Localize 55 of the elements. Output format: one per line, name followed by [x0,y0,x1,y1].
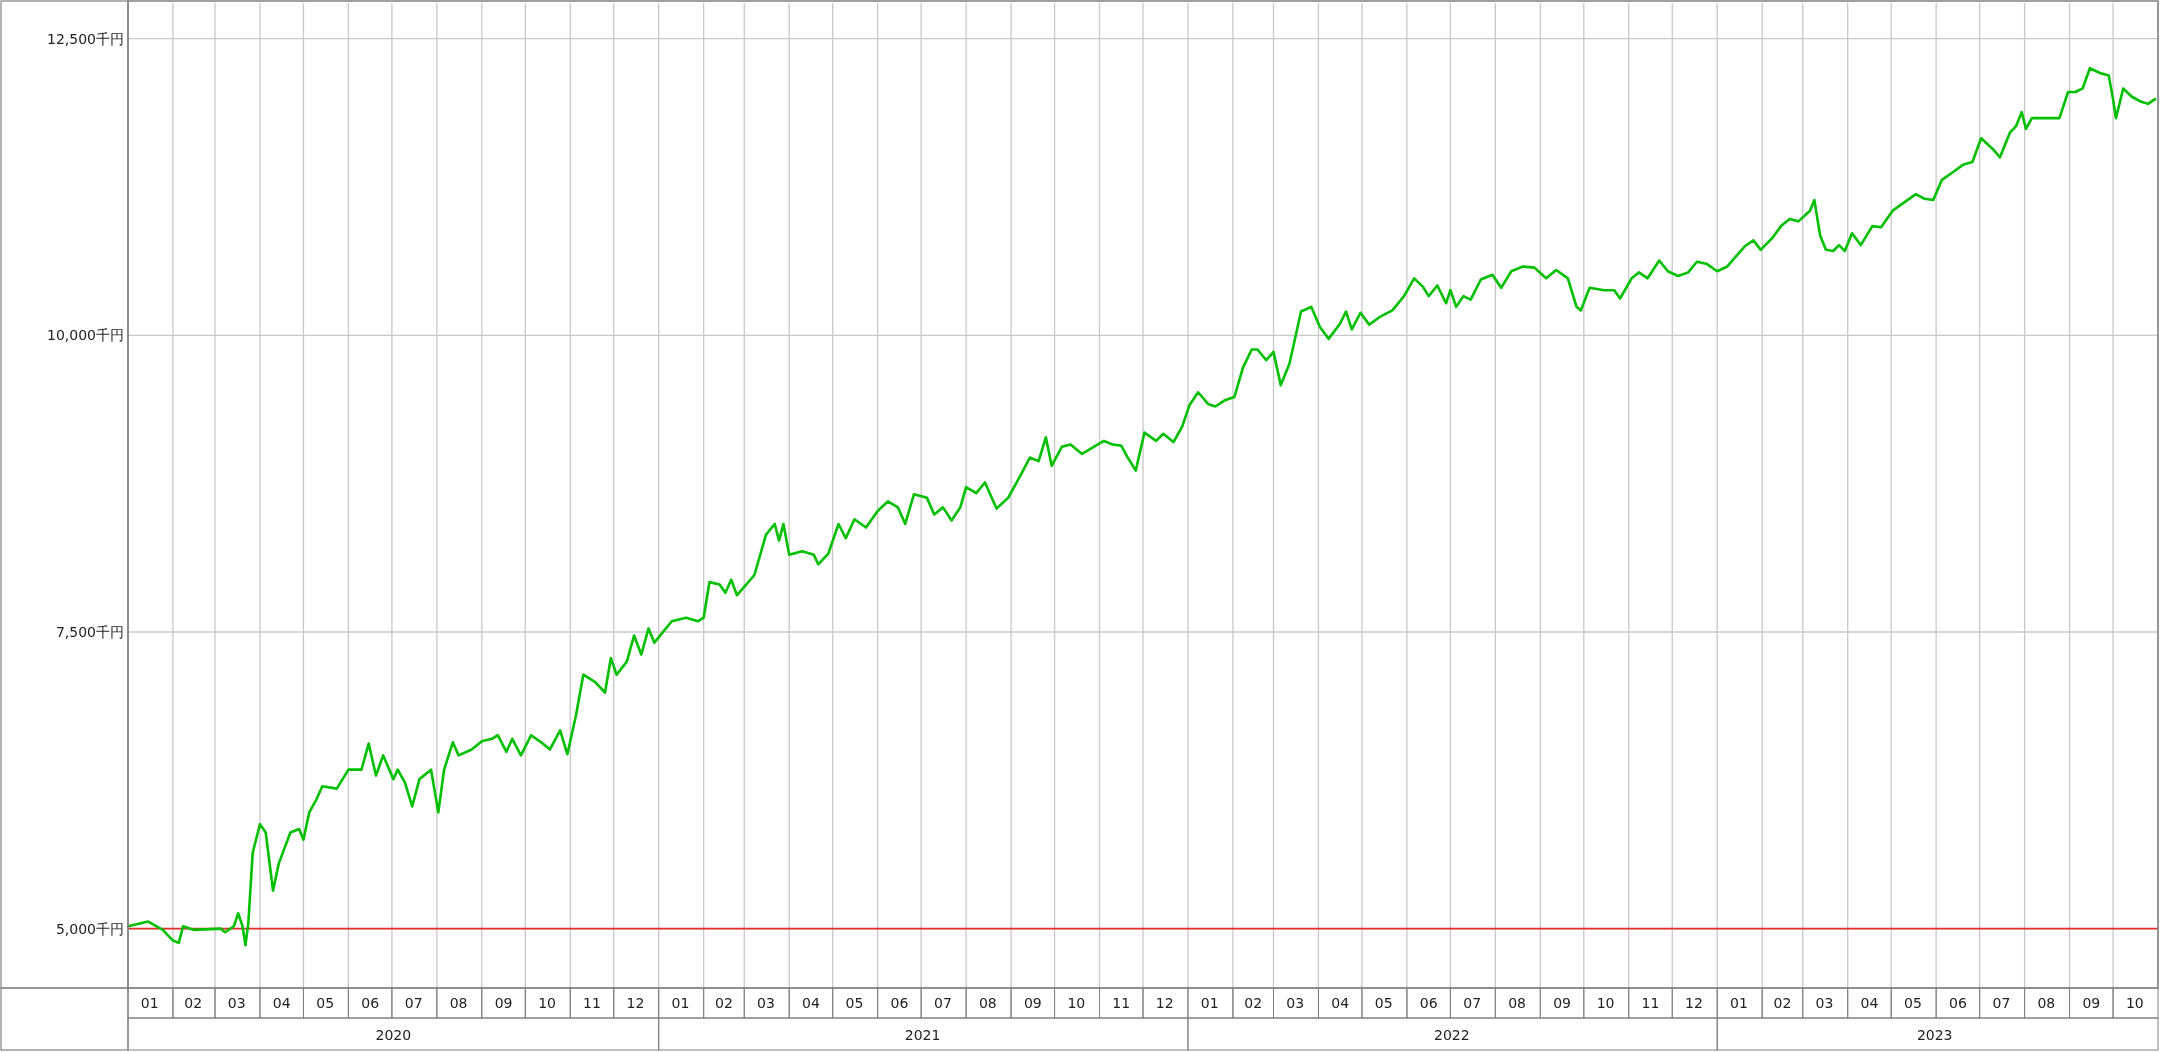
x-tick-label: 03 [757,995,775,1011]
x-tick-label: 06 [1419,995,1438,1011]
x-tick-label: 02 [1244,995,1263,1011]
x-tick-label: 04 [272,995,291,1011]
x-tick-label: 03 [1286,995,1305,1011]
x-tick-label: 11 [583,995,601,1011]
y-tick-label: 10,000千円 [47,327,124,344]
x-tick-label: 10 [1067,995,1086,1011]
x-tick-label: 09 [2082,995,2101,1011]
x-tick-label: 09 [494,995,513,1011]
x-tick-label: 09 [1023,995,1042,1011]
x-tick-label: 06 [361,995,380,1011]
y-tick-label: 12,500千円 [47,30,124,47]
x-tick-label: 11 [1112,995,1131,1011]
x-tick-label: 07 [404,995,423,1011]
x-tick-label: 03 [227,995,246,1011]
x-tick-label: 07 [933,995,952,1011]
x-tick-label: 08 [1508,995,1527,1011]
x-tick-label: 12 [626,995,645,1011]
x-tick-label: 12 [1155,995,1174,1011]
y-tick-label: 5,000千円 [55,920,124,937]
x-tick-label: 02 [184,995,203,1011]
x-tick-label: 11 [1641,995,1660,1011]
x-tick-label: 10 [1596,995,1615,1011]
x-tick-label: 01 [140,995,159,1011]
x-tick-label: 07 [1463,995,1482,1011]
x-tick-label: 04 [1331,995,1350,1011]
x-tick-label: 10 [2125,995,2144,1011]
x-tick-label: 07 [1992,995,2011,1011]
x-tick-label: 02 [715,995,733,1011]
x-tick-label: 01 [671,995,690,1011]
x-tick-label: 08 [2037,995,2056,1011]
x-tick-label: 12 [1685,995,1703,1011]
x-tick-label: 05 [316,995,335,1011]
x-tick-label: 05 [845,995,864,1011]
x-tick-label: 06 [1948,995,1967,1011]
x2-tick-label: 2022 [1434,1027,1470,1043]
line-series [126,66,2157,947]
x2-tick-label: 2023 [1916,1027,1953,1043]
x-tick-label: 08 [978,995,997,1011]
x-tick-label: 05 [1374,995,1393,1011]
x-tick-label: 09 [1553,995,1571,1011]
x-tick-label: 02 [1773,995,1792,1011]
x-tick-label: 04 [802,995,820,1011]
x-tick-label: 05 [1904,995,1922,1011]
x-tick-label: 06 [890,995,909,1011]
x-tick-label: 04 [1860,995,1879,1011]
x-tick-label: 01 [1200,995,1219,1011]
x-tick-label: 03 [1815,995,1834,1011]
x-tick-label: 01 [1730,995,1748,1011]
x-tick-label: 08 [449,995,468,1011]
y-tick-label: 7,500千円 [55,623,124,640]
x2-tick-label: 2021 [904,1027,941,1043]
x-tick-label: 10 [538,995,556,1011]
x2-tick-label: 2020 [375,1027,412,1043]
